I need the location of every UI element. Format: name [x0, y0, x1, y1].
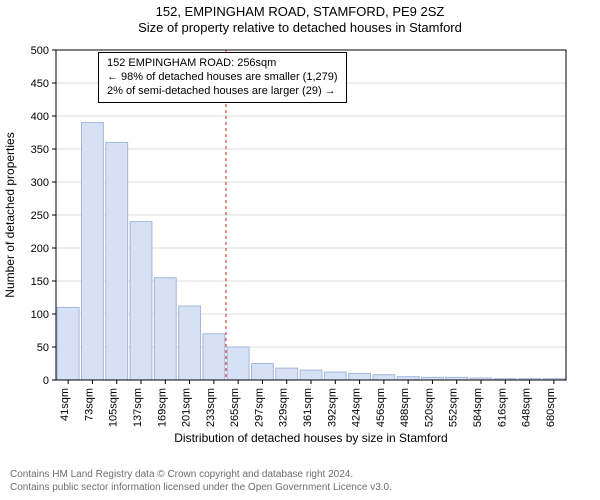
x-tick-label: 616sqm: [496, 388, 508, 427]
histogram-bar: [154, 278, 176, 380]
histogram-bar: [276, 368, 298, 380]
y-tick-label: 500: [31, 45, 49, 57]
y-tick-label: 300: [31, 177, 49, 189]
histogram-bar: [57, 307, 79, 380]
x-axis-label: Distribution of detached houses by size …: [174, 431, 447, 445]
footnote-line-2: Contains public sector information licen…: [10, 482, 392, 495]
y-tick-label: 0: [43, 375, 49, 387]
x-tick-label: 105sqm: [108, 388, 120, 427]
x-tick-label: 265sqm: [229, 388, 241, 427]
x-tick-label: 233sqm: [205, 388, 217, 427]
y-tick-label: 250: [31, 210, 49, 222]
x-tick-label: 488sqm: [399, 388, 411, 427]
x-tick-label: 169sqm: [156, 388, 168, 427]
page-root: 152, EMPINGHAM ROAD, STAMFORD, PE9 2SZ S…: [0, 0, 600, 500]
x-tick-label: 41sqm: [59, 388, 71, 421]
x-tick-label: 297sqm: [253, 388, 265, 427]
y-tick-label: 200: [31, 243, 49, 255]
footnote: Contains HM Land Registry data © Crown c…: [10, 469, 392, 494]
x-tick-label: 552sqm: [448, 388, 460, 427]
annotation-line-1: 152 EMPINGHAM ROAD: 256sqm: [107, 57, 338, 71]
y-tick-label: 450: [31, 78, 49, 90]
y-axis-label: Number of detached properties: [3, 132, 17, 297]
histogram-bar: [300, 370, 322, 380]
annotation-box: 152 EMPINGHAM ROAD: 256sqm ← 98% of deta…: [98, 52, 347, 103]
page-title-line2: Size of property relative to detached ho…: [0, 20, 600, 36]
x-tick-label: 361sqm: [302, 388, 314, 427]
histogram-bar: [252, 364, 274, 381]
y-tick-label: 350: [31, 144, 49, 156]
x-tick-label: 648sqm: [521, 388, 533, 427]
histogram-bar: [106, 142, 128, 380]
histogram-bar: [179, 306, 201, 380]
x-tick-label: 73sqm: [83, 388, 95, 421]
y-tick-label: 50: [37, 342, 49, 354]
x-tick-label: 329sqm: [278, 388, 290, 427]
x-tick-label: 392sqm: [326, 388, 338, 427]
histogram-bar: [227, 347, 249, 380]
histogram-bar: [130, 222, 152, 380]
x-tick-label: 680sqm: [545, 388, 557, 427]
histogram-bar: [349, 373, 371, 380]
x-tick-label: 456sqm: [375, 388, 387, 427]
y-tick-label: 150: [31, 276, 49, 288]
histogram-bar: [203, 334, 225, 380]
histogram-bar: [82, 123, 104, 380]
x-tick-label: 137sqm: [132, 388, 144, 427]
y-tick-label: 400: [31, 111, 49, 123]
x-tick-label: 584sqm: [472, 388, 484, 427]
histogram-bar: [324, 372, 346, 380]
x-tick-label: 520sqm: [423, 388, 435, 427]
y-tick-label: 100: [31, 309, 49, 321]
annotation-line-3: 2% of semi-detached houses are larger (2…: [107, 85, 338, 99]
x-tick-label: 201sqm: [181, 388, 193, 427]
page-title-line1: 152, EMPINGHAM ROAD, STAMFORD, PE9 2SZ: [0, 0, 600, 20]
annotation-line-2: ← 98% of detached houses are smaller (1,…: [107, 71, 338, 85]
x-tick-label: 424sqm: [351, 388, 363, 427]
footnote-line-1: Contains HM Land Registry data © Crown c…: [10, 469, 392, 482]
histogram-bar: [373, 375, 395, 380]
